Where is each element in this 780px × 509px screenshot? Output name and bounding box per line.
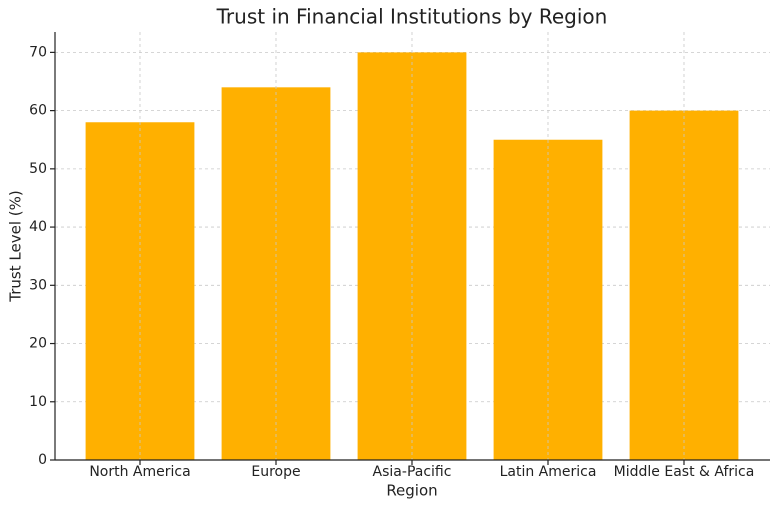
chart-title: Trust in Financial Institutions by Regio… xyxy=(216,5,608,29)
x-tick-label: North America xyxy=(89,464,190,480)
y-tick-label: 10 xyxy=(29,394,47,410)
y-tick-label: 0 xyxy=(38,452,47,468)
x-tick-label: Latin America xyxy=(500,464,597,480)
x-tick-label: Europe xyxy=(251,464,300,480)
y-tick-label: 70 xyxy=(29,44,47,60)
y-tick-label: 20 xyxy=(29,336,47,352)
x-tick-label: Asia-Pacific xyxy=(373,464,452,480)
x-axis-label: Region xyxy=(386,482,437,500)
y-tick-label: 50 xyxy=(29,161,47,177)
y-tick-label: 30 xyxy=(29,277,47,293)
y-axis-label: Trust Level (%) xyxy=(7,190,25,302)
y-tick-label: 60 xyxy=(29,103,47,119)
x-tick-label: Middle East & Africa xyxy=(614,464,755,480)
y-tick-label: 40 xyxy=(29,219,47,235)
